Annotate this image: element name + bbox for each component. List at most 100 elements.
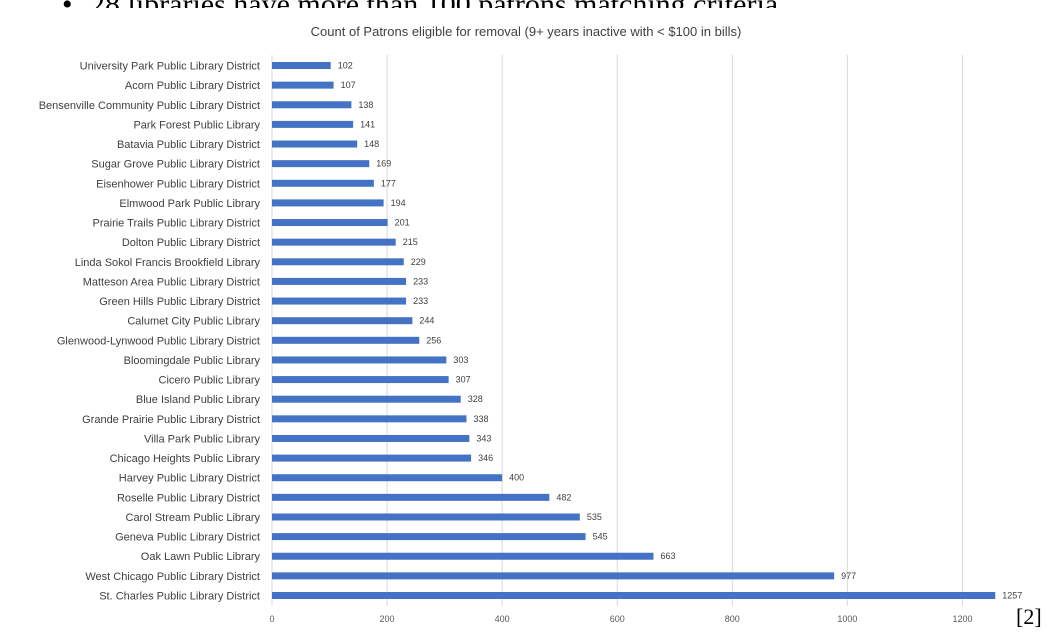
category-label: Park Forest Public Library xyxy=(133,119,260,131)
data-label: 215 xyxy=(403,237,418,247)
labels: 0 200 400 600 800 1000 1200 University Park Pub… xyxy=(39,61,1023,625)
data-label: 169 xyxy=(376,159,391,169)
category-label: Green Hills Public Library District xyxy=(99,296,260,308)
category-label: Bensenville Community Public Library Dis… xyxy=(39,100,260,112)
category-label: Dolton Public Library District xyxy=(122,237,260,249)
category-label: Bloomingdale Public Library xyxy=(124,355,261,367)
data-label: 194 xyxy=(391,198,406,208)
bar xyxy=(272,434,470,442)
category-label: Elmwood Park Public Library xyxy=(119,198,260,210)
bar xyxy=(272,81,334,89)
data-label: 256 xyxy=(426,335,441,345)
data-label: 535 xyxy=(587,512,602,522)
x-tick-label: 800 xyxy=(725,614,740,624)
category-label: Cicero Public Library xyxy=(159,375,261,387)
bar xyxy=(272,572,835,580)
bar xyxy=(272,317,413,325)
category-label: Matteson Area Public Library District xyxy=(83,276,260,288)
data-label: 148 xyxy=(364,139,379,149)
category-label: Linda Sokol Francis Brookfield Library xyxy=(75,257,261,269)
data-label: 244 xyxy=(419,316,434,326)
category-label: Grande Prairie Public Library District xyxy=(82,414,260,426)
data-label: 346 xyxy=(478,453,493,463)
bar xyxy=(272,493,550,501)
category-label: Sugar Grove Public Library District xyxy=(91,159,260,171)
bar xyxy=(272,415,467,423)
bar xyxy=(272,356,447,364)
bar xyxy=(272,258,404,266)
data-label: 233 xyxy=(413,276,428,286)
chart-title: Count of Patrons eligible for removal (9… xyxy=(310,24,742,39)
x-tick-label: 200 xyxy=(380,614,395,624)
data-label: 400 xyxy=(509,473,524,483)
category-label: Batavia Public Library District xyxy=(117,139,260,151)
data-label: 303 xyxy=(453,355,468,365)
category-label: Oak Lawn Public Library xyxy=(141,551,261,563)
data-label: 201 xyxy=(395,218,410,228)
bar xyxy=(272,552,654,560)
category-label: Harvey Public Library District xyxy=(119,473,260,485)
data-label: 177 xyxy=(381,178,396,188)
category-label: Calumet City Public Library xyxy=(127,316,260,328)
category-label: University Park Public Library District xyxy=(80,61,260,73)
category-label: Villa Park Public Library xyxy=(144,433,260,445)
data-label: 328 xyxy=(468,394,483,404)
data-label: 663 xyxy=(660,551,675,561)
data-label: 138 xyxy=(358,100,373,110)
data-label: 233 xyxy=(413,296,428,306)
category-label: Carol Stream Public Library xyxy=(126,512,261,524)
data-label: 141 xyxy=(360,119,375,129)
bar xyxy=(272,474,503,482)
data-label: 307 xyxy=(456,375,471,385)
bar xyxy=(272,140,358,148)
category-label: Eisenhower Public Library District xyxy=(96,178,260,190)
bar xyxy=(272,238,396,246)
x-tick-label: 0 xyxy=(269,614,274,624)
x-tick-label: 600 xyxy=(610,614,625,624)
bar xyxy=(272,101,352,109)
category-label: Roselle Public Library District xyxy=(117,492,260,504)
category-label: Acorn Public Library District xyxy=(125,80,260,92)
data-label: 102 xyxy=(338,61,353,71)
data-label: 343 xyxy=(476,433,491,443)
data-label: 977 xyxy=(841,571,856,581)
bars xyxy=(272,62,996,599)
data-label: 338 xyxy=(473,414,488,424)
bar xyxy=(272,277,407,285)
category-label: West Chicago Public Library District xyxy=(85,571,260,583)
data-label: 229 xyxy=(411,257,426,267)
bar xyxy=(272,592,996,599)
category-label: Glenwood-Lynwood Public Library District xyxy=(57,335,260,347)
x-tick-label: 400 xyxy=(495,614,510,624)
x-tick-label: 1000 xyxy=(837,614,857,624)
data-label: 1257 xyxy=(1002,591,1022,601)
bar xyxy=(272,376,449,384)
category-label: Blue Island Public Library xyxy=(136,394,261,406)
category-label: Chicago Heights Public Library xyxy=(110,453,261,465)
bar xyxy=(272,199,384,207)
bar xyxy=(272,336,420,344)
category-label: Geneva Public Library District xyxy=(115,532,260,544)
bullet-icon: • xyxy=(62,0,90,8)
data-label: 482 xyxy=(556,492,571,502)
bar xyxy=(272,219,388,227)
bullet-text: 28 libraries have more than 100 patrons … xyxy=(90,0,778,8)
bar xyxy=(272,454,472,462)
bar xyxy=(272,179,374,187)
data-label: 545 xyxy=(593,532,608,542)
category-label: St. Charles Public Library District xyxy=(99,591,260,603)
bar xyxy=(272,297,407,305)
category-label: Prairie Trails Public Library District xyxy=(93,218,260,230)
bar xyxy=(272,395,461,403)
footnote-reference: [2] xyxy=(1016,604,1042,629)
bar xyxy=(272,513,580,521)
bar xyxy=(272,120,354,128)
data-label: 107 xyxy=(341,80,356,90)
bar xyxy=(272,62,331,69)
bar xyxy=(272,533,586,541)
gridlines xyxy=(271,55,963,606)
bullet-point: •28 libraries have more than 100 patrons… xyxy=(62,0,778,8)
x-tick-label: 1200 xyxy=(952,614,972,624)
bar xyxy=(272,160,370,168)
